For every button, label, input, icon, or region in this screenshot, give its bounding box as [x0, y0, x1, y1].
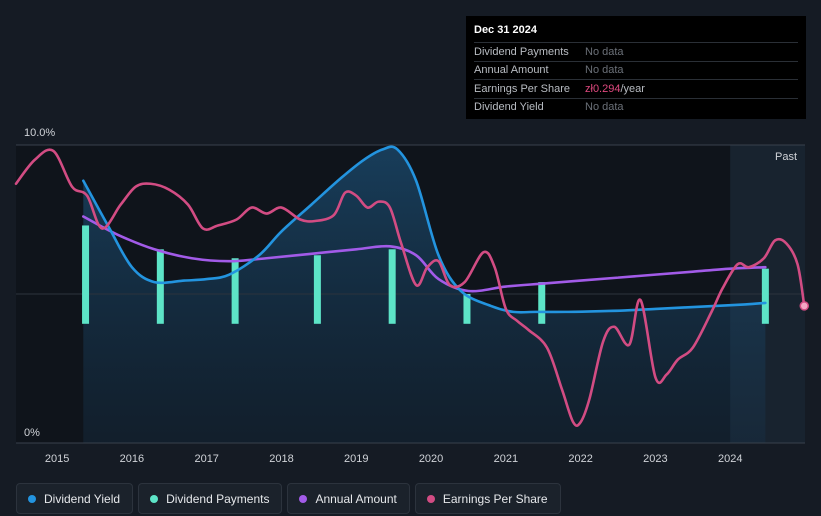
dividend-payment-bar: [388, 249, 396, 324]
tooltip-label: Earnings Per Share: [474, 82, 570, 95]
x-tick-label: 2022: [568, 453, 592, 465]
dividend-payment-bar: [82, 225, 90, 324]
x-tick-label: 2018: [269, 453, 293, 465]
dividend-yield-line: [82, 145, 767, 314]
x-tick-label: 2023: [643, 453, 667, 465]
tooltip-row-annual-amount: Annual Amount No data: [474, 60, 798, 80]
tooltip-label: Annual Amount: [474, 64, 549, 77]
chart-legend: Dividend Yield Dividend Payments Annual …: [16, 483, 561, 515]
eps-end-marker: [799, 301, 810, 311]
past-label: Past: [775, 151, 797, 163]
hover-tooltip: Dec 31 2024 Dividend Payments No data An…: [466, 16, 806, 119]
tooltip-row-eps: Earnings Per Share zł0.294/year: [474, 79, 798, 98]
dividend-payment-bar: [313, 255, 321, 324]
legend-label: Earnings Per Share: [442, 491, 548, 506]
legend-dot-icon: [28, 494, 36, 503]
dividend-payment-bar: [761, 268, 769, 324]
eps-value: zł0.294: [585, 82, 621, 95]
x-tick-label: 2016: [120, 453, 144, 465]
dividend-yield-area: [83, 146, 766, 443]
tooltip-value: zł0.294/year: [585, 83, 645, 95]
legend-dot-icon: [299, 494, 308, 503]
legend-label: Dividend Payments: [166, 491, 270, 506]
tooltip-row-dividend-payments: Dividend Payments No data: [474, 42, 798, 61]
legend-annual-amount[interactable]: Annual Amount: [287, 483, 410, 514]
tooltip-value: No data: [585, 45, 624, 58]
x-tick-label: 2020: [419, 453, 443, 465]
legend-dividend-yield[interactable]: Dividend Yield: [16, 483, 134, 514]
legend-dividend-payments[interactable]: Dividend Payments: [138, 483, 283, 514]
legend-dot-icon: [150, 494, 159, 503]
x-tick-label: 2017: [194, 453, 218, 465]
legend-label: Annual Amount: [315, 491, 397, 506]
y-tick-label: 10.0%: [24, 127, 55, 139]
tooltip-row-dividend-yield: Dividend Yield No data: [474, 97, 798, 117]
legend-earnings-per-share[interactable]: Earnings Per Share: [414, 483, 561, 514]
legend-dot-icon: [426, 494, 435, 503]
dividend-payment-bar: [538, 282, 546, 324]
x-tick-label: 2019: [344, 453, 368, 465]
tooltip-value: No data: [585, 101, 624, 114]
eps-unit: /year: [620, 82, 645, 95]
tooltip-date: Dec 31 2024: [474, 24, 537, 36]
y-tick-label: 0%: [24, 427, 40, 439]
legend-label: Dividend Yield: [44, 491, 121, 506]
tooltip-label: Dividend Yield: [474, 101, 544, 114]
dividend-payment-bar: [463, 294, 471, 324]
dividend-payment-bar: [156, 249, 164, 324]
eps-line: [14, 148, 806, 427]
x-tick-label: 2021: [494, 453, 518, 465]
x-tick-label: 2015: [45, 453, 69, 465]
tooltip-value: No data: [585, 64, 624, 77]
dividend-payment-bar: [231, 258, 239, 324]
x-tick-label: 2024: [718, 453, 742, 465]
tooltip-label: Dividend Payments: [474, 45, 569, 58]
